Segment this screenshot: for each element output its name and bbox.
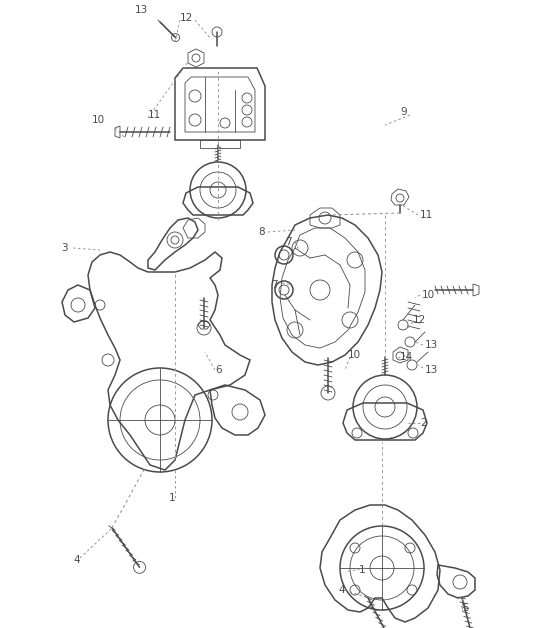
Text: 13: 13: [135, 5, 148, 15]
Text: 10: 10: [422, 290, 435, 300]
Text: 12: 12: [413, 315, 426, 325]
Text: 11: 11: [148, 110, 161, 120]
Text: 13: 13: [425, 340, 438, 350]
Text: 7: 7: [286, 237, 292, 247]
Text: 1: 1: [168, 493, 175, 503]
Text: 10: 10: [92, 115, 105, 125]
Text: 9: 9: [400, 107, 407, 117]
Text: 3: 3: [62, 243, 68, 253]
Text: 11: 11: [420, 210, 433, 220]
Text: 10: 10: [348, 350, 361, 360]
Text: 13: 13: [425, 365, 438, 375]
Text: 14: 14: [400, 352, 413, 362]
Text: 7: 7: [271, 280, 278, 290]
Text: 4: 4: [338, 585, 345, 595]
Text: 5: 5: [462, 603, 469, 613]
Text: 6: 6: [215, 365, 222, 375]
Text: 8: 8: [258, 227, 265, 237]
Text: 2: 2: [420, 418, 427, 428]
Text: 1: 1: [359, 565, 365, 575]
Text: 4: 4: [74, 555, 80, 565]
Text: 12: 12: [180, 13, 193, 23]
